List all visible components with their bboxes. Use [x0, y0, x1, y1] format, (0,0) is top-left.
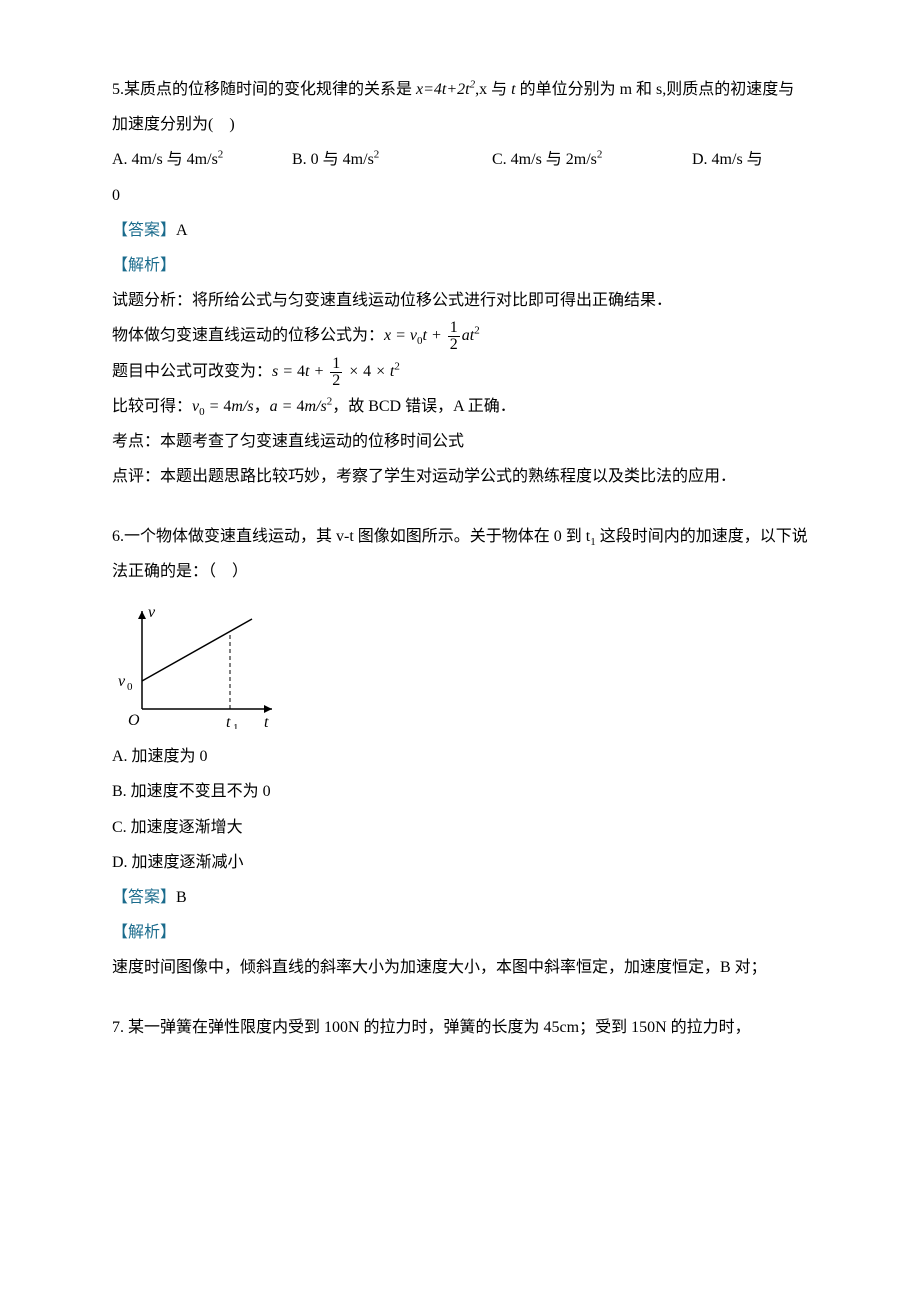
svg-text:t: t [226, 714, 231, 729]
q5-formula-2b: × 4 × t2 [344, 363, 400, 380]
q5-expl-3a: 题目中公式可改变为： [112, 363, 272, 380]
q5-answer: 【答案】A [112, 213, 808, 248]
q5-opt-a-text: A. 4m/s 与 4m/s [112, 151, 218, 168]
q7-stem: 7. 某一弹簧在弹性限度内受到 100N 的拉力时，弹簧的长度为 45cm；受到… [112, 1010, 808, 1045]
q6-stem: 6.一个物体做变速直线运动，其 v-t 图像如图所示。关于物体在 0 到 t1 … [112, 519, 808, 590]
svg-text:1: 1 [233, 722, 239, 729]
q5-text-b: ,x 与 [475, 81, 511, 98]
answer-label-2: 【答案】 [112, 889, 176, 906]
q5-opt-a: A. 4m/s 与 4m/s2 [112, 142, 292, 177]
q5-opt-c-text: C. 4m/s 与 2m/s [492, 151, 597, 168]
q5-opt-b-text: B. 0 与 4m/s [292, 151, 374, 168]
q5-expl-4a: 比较可得： [112, 398, 192, 415]
q5-opt-d-text: D. 4m/s 与 [692, 151, 763, 168]
q5-formula-2: s = 4t + [272, 363, 328, 380]
q5-opt-d2: 0 [112, 178, 808, 213]
q6-expl: 速度时间图像中，倾斜直线的斜率大小为加速度大小，本图中斜率恒定，加速度恒定，B … [112, 950, 808, 985]
q6-opt-d: D. 加速度逐渐减小 [112, 845, 808, 880]
q6-expl-label: 【解析】 [112, 915, 808, 950]
q5-opt-b: B. 0 与 4m/s2 [292, 142, 492, 177]
q5-eq-main: x=4t+2t [416, 81, 470, 98]
svg-text:v: v [148, 604, 156, 621]
q5-expl-label: 【解析】 [112, 248, 808, 283]
q5-expl-6: 点评：本题出题思路比较巧妙，考察了学生对运动学公式的熟练程度以及类比法的应用． [112, 459, 808, 494]
q5-result-1: v0 = 4m/s [192, 398, 254, 415]
q5-text-a: 5.某质点的位移随时间的变化规律的关系是 [112, 81, 416, 98]
q5-opt-b-sup: 2 [374, 149, 380, 161]
vt-chart-svg: vv0Ot1t [112, 599, 282, 729]
q6-opt-c: C. 加速度逐渐增大 [112, 810, 808, 845]
q6-opt-a: A. 加速度为 0 [112, 739, 808, 774]
svg-text:t: t [264, 714, 269, 729]
q6-chart: vv0Ot1t [112, 599, 808, 729]
fraction-half-1: 12 [448, 320, 460, 353]
svg-text:O: O [128, 712, 140, 729]
q5-formula-1b: at2 [462, 327, 480, 344]
q5-stem: 5.某质点的位移随时间的变化规律的关系是 x=4t+2t2,x 与 t 的单位分… [112, 72, 808, 142]
q6-answer: 【答案】B [112, 880, 808, 915]
q5-answer-value: A [176, 222, 188, 239]
q6-text-a: 6.一个物体做变速直线运动，其 v-t 图像如图所示。关于物体在 0 到 t [112, 528, 590, 545]
q5-opt-c: C. 4m/s 与 2m/s2 [492, 142, 692, 177]
q5-expl-5: 考点：本题考查了匀变速直线运动的位移时间公式 [112, 424, 808, 459]
q5-expl-2: 物体做匀变速直线运动的位移公式为：x = v0t + 12at2 [112, 318, 808, 353]
q6-opt-b: B. 加速度不变且不为 0 [112, 774, 808, 809]
q5-expl-3: 题目中公式可改变为：s = 4t + 12 × 4 × t2 [112, 354, 808, 389]
fraction-half-2: 12 [330, 356, 342, 389]
q5-expl-4b: ，故 BCD 错误，A 正确． [332, 398, 516, 415]
answer-label: 【答案】 [112, 222, 176, 239]
q5-result-2: a = 4m/s2 [270, 398, 333, 415]
q5-eq: x=4t+2t2 [416, 81, 475, 98]
svg-text:0: 0 [127, 681, 133, 693]
q6-answer-value: B [176, 889, 187, 906]
q5-expl-4: 比较可得：v0 = 4m/s，a = 4m/s2，故 BCD 错误，A 正确． [112, 389, 808, 424]
q5-options: A. 4m/s 与 4m/s2 B. 0 与 4m/s2 C. 4m/s 与 2… [112, 142, 808, 177]
q5-opt-d: D. 4m/s 与 [692, 142, 763, 177]
q5-formula-1: x = v0t + [384, 327, 446, 344]
q5-opt-a-sup: 2 [218, 149, 224, 161]
q5-expl-2a: 物体做匀变速直线运动的位移公式为： [112, 327, 384, 344]
q5-opt-c-sup: 2 [597, 149, 603, 161]
q5-expl-1: 试题分析：将所给公式与匀变速直线运动位移公式进行对比即可得出正确结果． [112, 283, 808, 318]
svg-text:v: v [118, 673, 126, 690]
